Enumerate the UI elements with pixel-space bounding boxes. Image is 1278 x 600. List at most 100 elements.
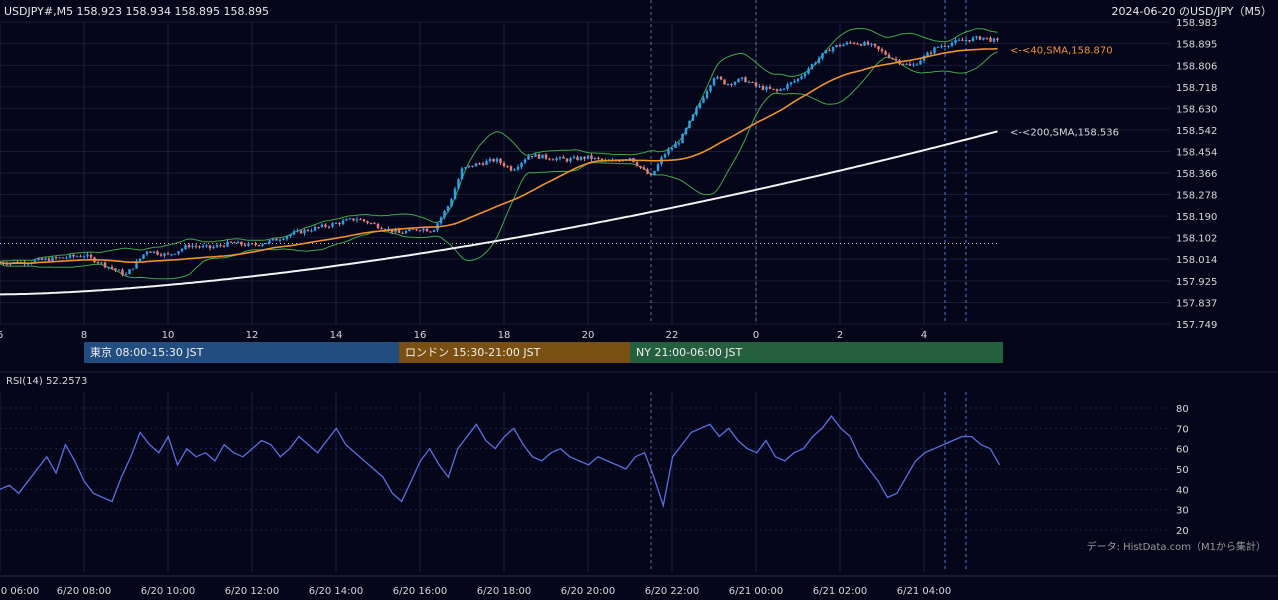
candle-body bbox=[954, 39, 957, 43]
candle-body bbox=[292, 231, 296, 235]
candle-body bbox=[646, 169, 649, 174]
candle-body bbox=[670, 148, 674, 150]
price-tick-label: 157.749 bbox=[1176, 320, 1217, 331]
candle-body bbox=[520, 162, 523, 167]
candle-body bbox=[639, 165, 642, 168]
candle-body bbox=[439, 217, 443, 224]
candle-body bbox=[852, 42, 856, 44]
candle-body bbox=[695, 107, 698, 115]
time-tick-label: 16 bbox=[414, 330, 427, 341]
candle-body bbox=[411, 228, 415, 230]
candle-body bbox=[831, 47, 835, 52]
candle-body bbox=[744, 77, 747, 83]
session-band: ロンドン 15:30-21:00 JST bbox=[399, 342, 630, 363]
candle-body bbox=[54, 257, 58, 259]
rsi-time-label: 6/20 14:00 bbox=[309, 586, 363, 597]
candle-body bbox=[716, 76, 719, 79]
candle-body bbox=[901, 63, 905, 65]
candle-body bbox=[282, 238, 285, 240]
candle-body bbox=[590, 155, 593, 159]
candle-body bbox=[968, 40, 971, 42]
price-tick-label: 158.983 bbox=[1176, 18, 1217, 29]
candle-body bbox=[313, 227, 317, 231]
candle-body bbox=[737, 78, 740, 83]
candle-body bbox=[537, 154, 541, 159]
candle-body bbox=[173, 253, 177, 255]
bollinger-bands bbox=[0, 27, 998, 280]
time-tick-label: 18 bbox=[498, 330, 511, 341]
candle-body bbox=[698, 102, 702, 108]
candle-body bbox=[943, 46, 947, 48]
candle-body bbox=[215, 245, 219, 247]
session-band: NY 21:00-06:00 JST bbox=[630, 342, 1003, 363]
candle-body bbox=[492, 159, 495, 162]
candle-body bbox=[198, 246, 201, 248]
candle-body bbox=[929, 52, 933, 54]
candle-body bbox=[863, 42, 866, 46]
candle-body bbox=[835, 44, 838, 48]
axis-labels: 158.983 158.895 158.806 158.718 158.630 158.5… bbox=[0, 18, 1217, 341]
candle-body bbox=[75, 256, 79, 258]
candle-body bbox=[408, 228, 411, 231]
candle-body bbox=[712, 78, 716, 86]
candle-body bbox=[156, 251, 159, 255]
candle-body bbox=[709, 85, 712, 92]
candle-body bbox=[212, 246, 215, 249]
candle-body bbox=[163, 253, 166, 256]
candle-body bbox=[355, 219, 359, 221]
candle-body bbox=[758, 86, 761, 88]
rsi-tick-label: 80 bbox=[1176, 404, 1189, 415]
candle-body bbox=[219, 245, 222, 247]
candle-body bbox=[404, 230, 408, 234]
candle-body bbox=[628, 158, 632, 160]
candle-body bbox=[250, 243, 254, 245]
candle-body bbox=[222, 245, 226, 247]
candle-body bbox=[859, 44, 863, 46]
candle-body bbox=[124, 274, 128, 276]
price-tick-label: 158.190 bbox=[1176, 212, 1217, 223]
candle-body bbox=[240, 241, 243, 245]
time-tick-label: 2 bbox=[837, 330, 843, 341]
candle-body bbox=[425, 228, 429, 232]
candle-body bbox=[887, 54, 891, 58]
candle-body bbox=[107, 266, 110, 268]
candle-body bbox=[446, 206, 450, 211]
candle-body bbox=[908, 63, 912, 66]
candle-body bbox=[618, 160, 621, 162]
candle-body bbox=[170, 254, 173, 256]
candle-body bbox=[800, 76, 803, 79]
candle-body bbox=[513, 169, 516, 171]
candle-body bbox=[936, 46, 940, 48]
candle-body bbox=[663, 154, 667, 158]
candle-body bbox=[996, 38, 999, 40]
candle-body bbox=[793, 81, 796, 83]
candle-body bbox=[177, 251, 180, 254]
rsi-time-label: 6/20 18:00 bbox=[477, 586, 531, 597]
candle-body bbox=[145, 251, 149, 255]
candle-body bbox=[299, 230, 303, 234]
candle-body bbox=[856, 43, 859, 45]
price-tick-label: 158.014 bbox=[1176, 255, 1217, 266]
sma40-label: <-<40,SMA,158.870 bbox=[1010, 46, 1113, 57]
candle-body bbox=[380, 228, 383, 230]
candle-body bbox=[803, 73, 807, 77]
candle-body bbox=[310, 230, 313, 232]
candle-body bbox=[842, 44, 845, 47]
candle-body bbox=[117, 269, 121, 271]
candle-body bbox=[912, 64, 915, 66]
candle-body bbox=[128, 269, 131, 275]
candle-body bbox=[726, 83, 730, 85]
candle-body bbox=[583, 156, 586, 159]
candle-body bbox=[40, 258, 44, 260]
candle-body bbox=[303, 229, 306, 234]
grid bbox=[0, 0, 1170, 572]
candle-body bbox=[243, 244, 247, 246]
candle-body bbox=[61, 257, 65, 259]
candle-body bbox=[114, 268, 117, 271]
candle-body bbox=[152, 251, 156, 253]
candle-body bbox=[845, 42, 849, 45]
candle-body bbox=[488, 159, 492, 162]
candle-body bbox=[289, 234, 292, 237]
candle-body bbox=[530, 155, 534, 157]
